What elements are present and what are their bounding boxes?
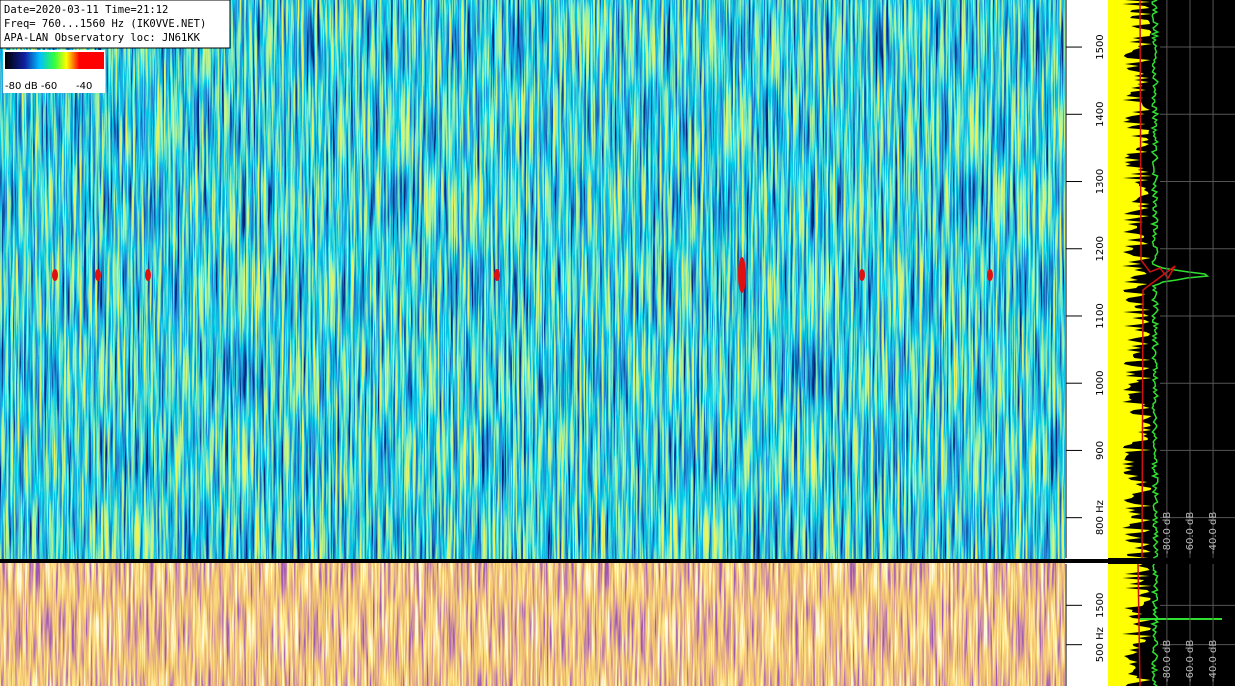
signal-blip: [52, 269, 58, 281]
y-tick-label: 1300: [1095, 169, 1106, 194]
y-tick-label: 1100: [1095, 303, 1106, 328]
waterfall-top: [0, 0, 1065, 560]
spectrum-line: [1150, 563, 1160, 686]
y-tick-label: 1500: [1095, 593, 1106, 618]
colorbar-label: -80 dB -60: [5, 81, 57, 92]
y-tick-label: 1000: [1095, 370, 1106, 395]
axis-strip-bottom: [1065, 563, 1108, 686]
waterfall-bottom: [0, 563, 1065, 686]
x-tick-label: -80.0 dB: [1162, 512, 1173, 554]
colorbar: [5, 52, 104, 69]
y-tick-label: 1500: [1095, 34, 1106, 59]
spectrum-fill: [1108, 564, 1152, 686]
axis-strip-top: [1065, 0, 1108, 559]
separator: [0, 559, 1235, 563]
x-tick-label: -60.0 dB: [1185, 640, 1196, 682]
colorbar-label: -40: [76, 81, 92, 92]
signal-blip: [738, 257, 746, 293]
x-tick-label: -40.0 dB: [1208, 640, 1219, 682]
header-line: Freq= 760...1560 Hz (IK0VVE.NET): [4, 18, 206, 30]
signal-blip: [987, 269, 993, 281]
y-tick-label: 900: [1095, 441, 1106, 460]
y-tick-label: 500 Hz: [1095, 627, 1106, 662]
x-tick-label: -60.0 dB: [1185, 512, 1196, 554]
x-tick-label: -80.0 dB: [1162, 640, 1173, 682]
y-tick-label: 800 Hz: [1095, 500, 1106, 535]
signal-blip: [145, 269, 151, 281]
x-tick-label: -40.0 dB: [1208, 512, 1219, 554]
axes: 800 Hz 900 1000 1100 1200 1300 1400 1500 -80.0 d…: [1065, 0, 1235, 686]
header-box: [0, 0, 231, 49]
spectrum-line: [1149, 0, 1210, 559]
y-tick-label: 1400: [1095, 102, 1106, 127]
y-tick-label: 1200: [1095, 236, 1106, 261]
signal-blip: [95, 269, 101, 281]
header-line: Date=2020-03-11 Time=21:12: [4, 4, 168, 16]
header-line: APA-LAN Observatory loc: JN61KK: [4, 32, 201, 44]
spectrum-avg: [1137, 563, 1141, 686]
signal-blip: [494, 269, 500, 281]
spectrum-avg: [1139, 0, 1176, 559]
traces: [52, 0, 1222, 686]
signal-blip: [859, 269, 865, 281]
